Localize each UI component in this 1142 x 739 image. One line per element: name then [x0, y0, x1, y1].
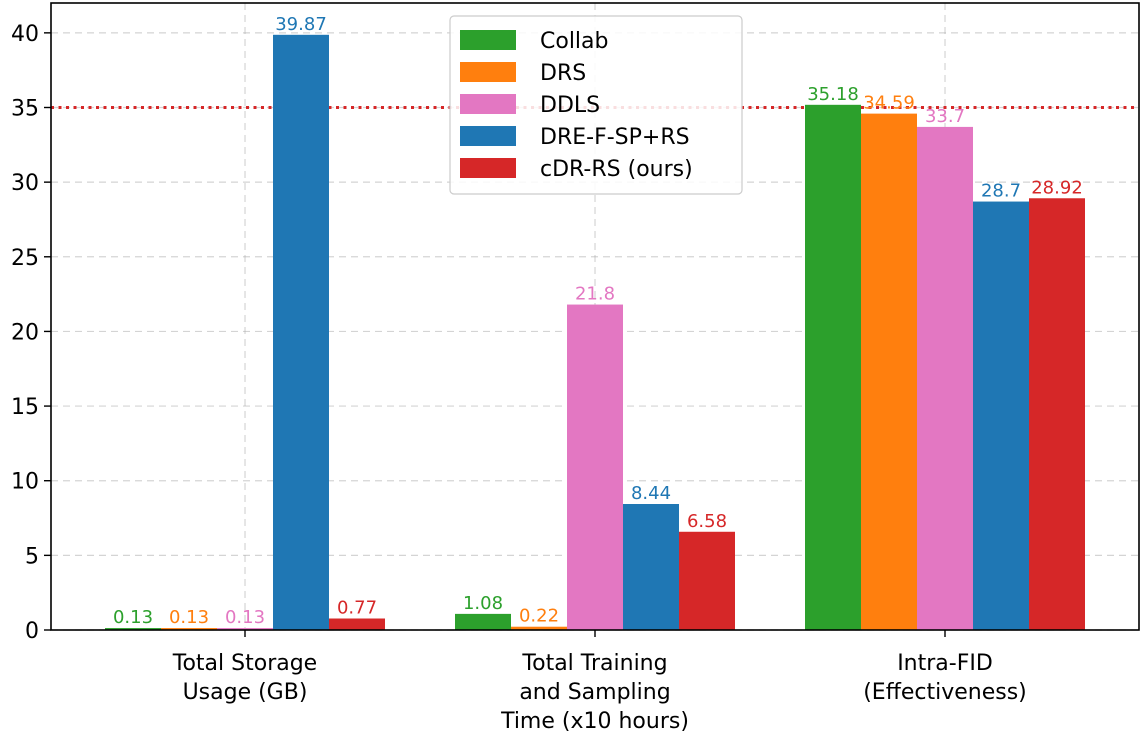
y-tick-label: 15	[11, 395, 39, 420]
bar-ddls-2	[917, 126, 973, 631]
bar-dre-f-sp-rs-1	[623, 504, 679, 630]
bar-ddls-0	[217, 628, 273, 630]
data-label: 0.13	[169, 607, 209, 628]
y-tick-label: 10	[11, 470, 39, 495]
legend-box	[449, 15, 743, 195]
data-label: 1.08	[463, 593, 503, 614]
legend-swatch-cdr-rs-ours-	[460, 158, 516, 178]
bar-drs-1	[511, 626, 567, 630]
bar-dre-f-sp-rs-2	[973, 201, 1029, 631]
data-label: 8.44	[631, 483, 671, 504]
bar-ddls-1	[567, 304, 623, 630]
legend-label-cdr-rs-ours-: cDR-RS (ours)	[540, 157, 693, 182]
y-tick-label: 25	[11, 246, 39, 271]
legend: Collab DRS DDLS DRE-F-SP+RS cDR-RS (ours)	[449, 15, 743, 195]
y-tick-label: 0	[25, 619, 39, 644]
data-label: 35.18	[807, 84, 859, 105]
data-label: 28.7	[981, 181, 1021, 202]
data-label: 0.13	[225, 607, 265, 628]
bar-drs-0	[161, 628, 217, 630]
y-tick-label: 40	[11, 22, 39, 47]
bar-drs-2	[861, 113, 917, 630]
legend-label-collab: Collab	[540, 29, 609, 54]
x-tick-label: Usage (GB)	[183, 680, 308, 705]
x-tick-label: and Sampling	[519, 680, 670, 705]
legend-label-ddls: DDLS	[540, 93, 600, 118]
bar-collab-1	[455, 613, 511, 630]
x-tick-label: Intra-FID	[897, 651, 993, 676]
legend-label-dre-f-sp-rs: DRE-F-SP+RS	[540, 125, 690, 150]
data-label: 6.58	[687, 511, 727, 532]
data-label: 0.13	[113, 607, 153, 628]
data-label: 33.7	[925, 106, 965, 127]
bar-dre-f-sp-rs-0	[273, 34, 329, 631]
legend-swatch-drs	[460, 62, 516, 82]
bar-cdr-rs-ours--0	[329, 618, 385, 630]
y-tick-label: 30	[11, 171, 39, 196]
data-labels-layer: 0.13 1.08 35.18 0.13 0.22 34.59 0.13 21.8 33.7 39…	[113, 14, 1083, 628]
bar-collab-0	[105, 628, 161, 630]
x-tick-label: Time (x10 hours)	[500, 709, 689, 734]
legend-swatch-dre-f-sp-rs	[460, 126, 516, 146]
legend-swatch-ddls	[460, 94, 516, 114]
bar-cdr-rs-ours--1	[679, 531, 735, 630]
legend-swatch-collab	[460, 30, 516, 50]
y-tick-label: 5	[25, 544, 39, 569]
x-tick-label: (Effectiveness)	[863, 680, 1027, 705]
x-tick-label: Total Storage	[172, 651, 317, 676]
bar-collab-2	[805, 104, 861, 630]
x-tick-label: Total Training	[521, 651, 667, 676]
data-label: 39.87	[275, 14, 327, 35]
y-tick-label: 35	[11, 97, 39, 122]
y-tick-label: 20	[11, 320, 39, 345]
data-label: 0.22	[519, 606, 559, 627]
data-label: 34.59	[863, 93, 915, 114]
data-label: 28.92	[1031, 177, 1083, 198]
axes-layer: 0 5 10 15 20 25 30 35 40 Total Storage Usage (GB) T…	[11, 2, 1140, 734]
bar-cdr-rs-ours--2	[1029, 198, 1085, 630]
legend-label-drs: DRS	[540, 61, 586, 86]
data-label: 21.8	[575, 284, 615, 305]
data-label: 0.77	[337, 598, 377, 619]
bars-layer	[105, 34, 1085, 631]
